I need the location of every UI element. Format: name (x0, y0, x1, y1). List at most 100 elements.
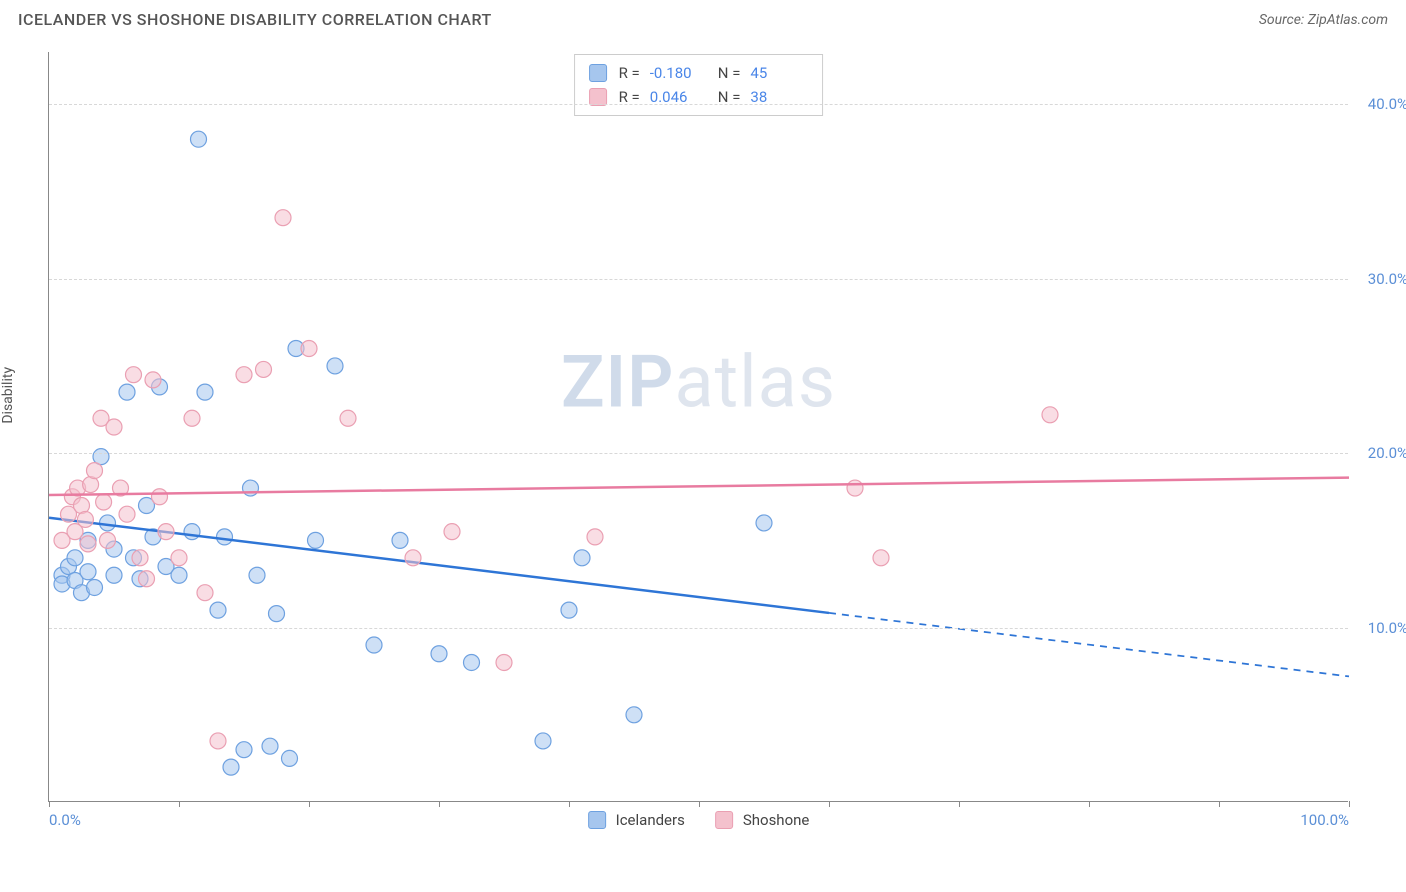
legend-swatch-icelanders (588, 811, 606, 829)
xtick (569, 801, 570, 807)
regression-line-dashed (829, 613, 1349, 676)
data-point (223, 759, 239, 775)
data-point (96, 494, 112, 510)
data-point (301, 341, 317, 357)
data-point (626, 707, 642, 723)
data-point (256, 361, 272, 377)
chart-title: ICELANDER VS SHOSHONE DISABILITY CORRELA… (18, 10, 492, 29)
ytick-label: 20.0% (1368, 444, 1406, 462)
legend-item-shoshone: Shoshone (715, 811, 810, 829)
legend-label-icelanders: Icelanders (616, 811, 685, 829)
data-point (392, 532, 408, 548)
r-label-1: R = (619, 85, 640, 109)
data-point (210, 733, 226, 749)
n-label-1: N = (718, 85, 741, 109)
xtick (49, 801, 50, 807)
gridline (49, 453, 1348, 454)
data-point (431, 646, 447, 662)
data-point (184, 410, 200, 426)
data-point (535, 733, 551, 749)
data-point (243, 480, 259, 496)
swatch-icelanders (589, 64, 607, 82)
chart-header: ICELANDER VS SHOSHONE DISABILITY CORRELA… (0, 0, 1406, 37)
ytick-label: 40.0% (1368, 95, 1406, 113)
data-point (106, 419, 122, 435)
gridline (49, 279, 1348, 280)
data-point (217, 529, 233, 545)
legend: Icelanders Shoshone (588, 811, 810, 829)
xtick (699, 801, 700, 807)
source-name: ZipAtlas.com (1308, 12, 1388, 28)
data-point (340, 410, 356, 426)
xtick (1219, 801, 1220, 807)
swatch-shoshone (589, 88, 607, 106)
data-point (282, 750, 298, 766)
data-point (139, 571, 155, 587)
data-point (561, 602, 577, 618)
data-point (126, 367, 142, 383)
data-point (171, 567, 187, 583)
ytick-label: 30.0% (1368, 270, 1406, 288)
data-point (308, 532, 324, 548)
source-attribution: Source: ZipAtlas.com (1259, 12, 1388, 28)
gridline (49, 628, 1348, 629)
data-point (366, 637, 382, 653)
data-point (87, 463, 103, 479)
data-point (756, 515, 772, 531)
data-point (847, 480, 863, 496)
data-point (80, 564, 96, 580)
data-point (100, 532, 116, 548)
data-point (444, 524, 460, 540)
plot-svg (49, 52, 1348, 801)
chart-container: Disability ZIPatlas R = -0.180 N = 45 R … (18, 40, 1388, 848)
data-point (191, 131, 207, 147)
r-label-0: R = (619, 61, 640, 85)
n-value-0: 45 (750, 61, 808, 85)
legend-label-shoshone: Shoshone (743, 811, 810, 829)
gridline (49, 104, 1348, 105)
n-value-1: 38 (750, 85, 808, 109)
xtick (959, 801, 960, 807)
correlation-stat-box: R = -0.180 N = 45 R = 0.046 N = 38 (574, 54, 824, 116)
data-point (1042, 407, 1058, 423)
plot-area: ZIPatlas R = -0.180 N = 45 R = 0.046 N =… (48, 52, 1348, 802)
data-point (197, 585, 213, 601)
xtick-label: 100.0% (1300, 811, 1349, 829)
stat-row-shoshone: R = 0.046 N = 38 (589, 85, 809, 109)
xtick (1089, 801, 1090, 807)
data-point (249, 567, 265, 583)
data-point (587, 529, 603, 545)
data-point (269, 606, 285, 622)
data-point (236, 742, 252, 758)
data-point (574, 550, 590, 566)
data-point (132, 550, 148, 566)
data-point (873, 550, 889, 566)
data-point (275, 210, 291, 226)
data-point (158, 524, 174, 540)
xtick (439, 801, 440, 807)
xtick (1349, 801, 1350, 807)
xtick (829, 801, 830, 807)
data-point (327, 358, 343, 374)
source-prefix: Source: (1259, 12, 1308, 28)
data-point (197, 384, 213, 400)
xtick (309, 801, 310, 807)
data-point (87, 579, 103, 595)
data-point (171, 550, 187, 566)
data-point (80, 536, 96, 552)
data-point (145, 372, 161, 388)
r-value-1: 0.046 (650, 85, 708, 109)
data-point (210, 602, 226, 618)
xtick-label: 0.0% (49, 811, 81, 829)
data-point (119, 384, 135, 400)
data-point (184, 524, 200, 540)
data-point (77, 511, 93, 527)
data-point (262, 738, 278, 754)
data-point (405, 550, 421, 566)
data-point (152, 489, 168, 505)
ytick-label: 10.0% (1368, 619, 1406, 637)
data-point (67, 550, 83, 566)
y-axis-label: Disability (0, 367, 16, 424)
r-value-0: -0.180 (650, 61, 708, 85)
data-point (106, 567, 122, 583)
